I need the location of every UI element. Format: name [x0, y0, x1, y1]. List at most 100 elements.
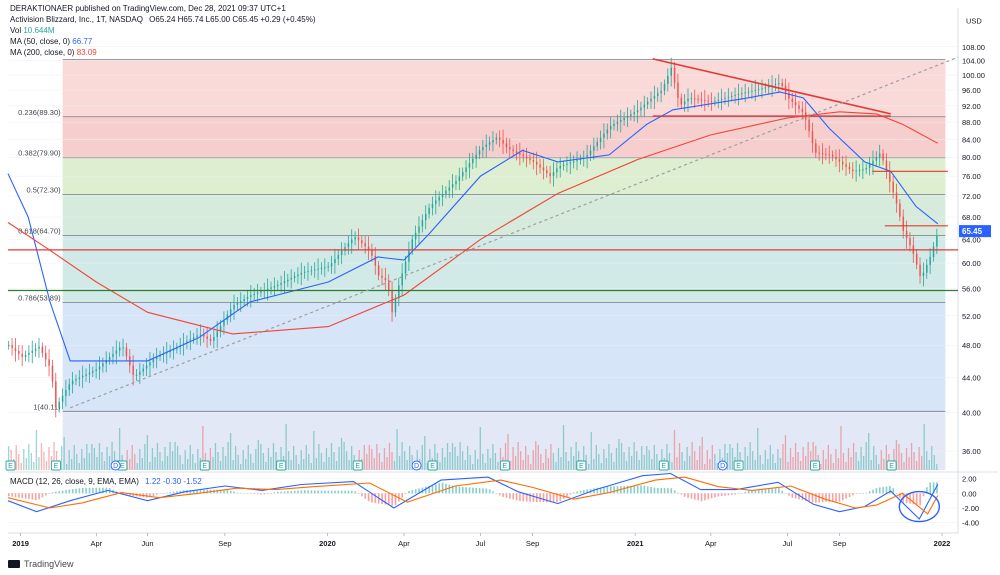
- candle-body: [441, 193, 444, 198]
- volume-bar: [187, 459, 189, 470]
- candle-body: [589, 150, 592, 156]
- volume-bar: [118, 428, 121, 470]
- volume-bar: [772, 454, 774, 470]
- macd-histogram-bar: [307, 490, 309, 494]
- candle-body: [283, 281, 286, 284]
- candle-body: [821, 153, 824, 155]
- macd-histogram-bar: [337, 490, 340, 494]
- candle-body: [371, 249, 373, 256]
- macd-histogram-bar: [650, 486, 652, 494]
- ma50-legend[interactable]: MA (50, close, 0) 66.77: [10, 37, 92, 47]
- volume-bar: [827, 445, 829, 470]
- candle-body: [646, 101, 649, 105]
- macd-histogram-bar: [78, 488, 81, 494]
- candle-body: [243, 298, 245, 301]
- volume-bar: [421, 445, 423, 470]
- macd-histogram-bar: [794, 493, 797, 499]
- volume-bar: [540, 454, 542, 470]
- candle-body: [868, 164, 871, 168]
- macd-histogram-bar: [653, 487, 656, 494]
- candle-body: [498, 137, 501, 140]
- volume-bar: [464, 460, 466, 470]
- candle-body: [828, 154, 831, 156]
- macd-histogram-bar: [88, 487, 91, 494]
- volume-bar: [706, 450, 708, 470]
- candle-body: [542, 167, 545, 171]
- volume-bar: [446, 443, 449, 470]
- candle-body: [566, 163, 568, 165]
- time-tick-label: 2020: [319, 539, 336, 548]
- macd-legend[interactable]: MACD (12, 26, close, 9, EMA, EMA) 1.22 -…: [10, 477, 202, 487]
- candle-body: [512, 149, 514, 152]
- macd-histogram-bar: [700, 493, 703, 502]
- candle-body: [253, 293, 255, 296]
- candle-body: [744, 92, 746, 94]
- candle-body: [236, 302, 239, 305]
- macd-histogram-bar: [327, 490, 330, 494]
- volume-bar: [43, 452, 45, 470]
- volume-bar: [108, 456, 111, 470]
- candle-body: [132, 365, 134, 375]
- macd-histogram-bar: [300, 490, 303, 494]
- volume-bar: [378, 453, 381, 470]
- time-tick-label: Sep: [218, 539, 231, 548]
- candle-body: [14, 348, 17, 352]
- candle-body: [317, 268, 319, 270]
- earnings-marker: [886, 460, 897, 471]
- volume-bar: [176, 446, 179, 470]
- macd-histogram-bar: [280, 491, 282, 494]
- ma200-legend[interactable]: MA (200, close, 0) 83.09: [10, 48, 97, 58]
- macd-histogram-bar: [44, 493, 47, 496]
- macd-histogram-bar: [613, 486, 615, 494]
- volume-bar: [169, 442, 171, 470]
- price-tick-label: 108.00: [962, 43, 985, 52]
- candle-body: [65, 390, 67, 396]
- macd-histogram-bar: [841, 493, 844, 501]
- volume-bar: [426, 463, 428, 470]
- volume-bar: [335, 461, 338, 470]
- volume-bar: [224, 456, 227, 470]
- candle-body: [320, 267, 323, 269]
- candle-body: [835, 156, 837, 160]
- volume-legend[interactable]: Vol 10.644M: [10, 26, 55, 36]
- macd-histogram-bar: [31, 493, 34, 500]
- symbol-line[interactable]: Activision Blizzard, Inc., 1T, NASDAQ O6…: [10, 15, 316, 25]
- macd-histogram-bar: [92, 487, 94, 494]
- macd-histogram-bar: [273, 492, 276, 494]
- volume-bar: [754, 460, 756, 470]
- volume-bar: [338, 447, 340, 470]
- tradingview-logo[interactable]: TradingView: [8, 559, 74, 569]
- volume-bar: [726, 453, 729, 470]
- candle-body: [293, 276, 296, 278]
- volume-bar: [287, 451, 290, 470]
- candle-body: [51, 365, 54, 382]
- macd-histogram-bar: [391, 493, 393, 506]
- candle-body: [663, 83, 666, 91]
- candle-body: [495, 137, 498, 140]
- volume-bar: [30, 453, 32, 470]
- candle-body: [394, 298, 397, 313]
- volume-bar: [151, 448, 154, 470]
- symbol-name: Activision Blizzard, Inc., 1T, NASDAQ: [10, 15, 143, 24]
- volume-bar: [439, 462, 441, 470]
- macd-histogram-bar: [915, 493, 918, 505]
- volume-bar: [240, 464, 242, 470]
- macd-histogram-bar: [801, 493, 804, 501]
- volume-bar: [661, 449, 663, 470]
- macd-histogram-bar: [408, 490, 410, 494]
- macd-histogram-bar: [640, 485, 642, 494]
- macd-histogram-bar: [724, 493, 726, 496]
- volume-bar: [494, 453, 497, 470]
- volume-bar: [883, 459, 885, 470]
- earnings-marker: [199, 460, 210, 471]
- candle-body: [451, 184, 454, 188]
- macd-histogram-bar: [872, 489, 874, 494]
- candle-body: [445, 190, 447, 194]
- macd-histogram-bar: [290, 490, 293, 494]
- candle-body: [455, 180, 457, 185]
- candle-body: [374, 255, 377, 266]
- volume-bar: [729, 444, 731, 470]
- volume-bar: [232, 460, 234, 470]
- volume-bar: [10, 450, 12, 470]
- volume-bar: [459, 442, 461, 470]
